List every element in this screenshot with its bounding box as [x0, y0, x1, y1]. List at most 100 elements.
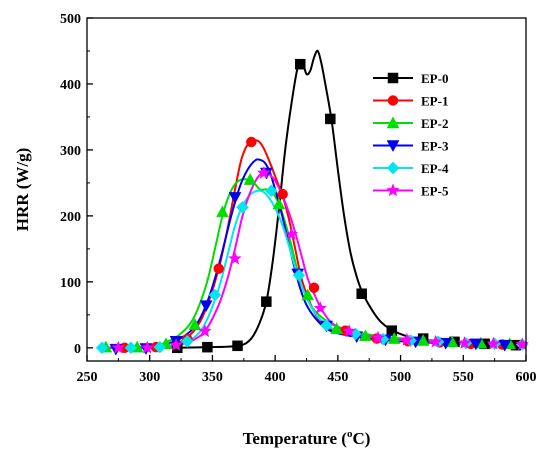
data-point: [301, 288, 315, 301]
x-tick-label: 500: [390, 370, 411, 385]
data-point: [208, 288, 222, 302]
data-point: [202, 341, 213, 353]
legend-item-ep-3: EP-3: [373, 139, 449, 154]
legend-item-ep-5: EP-5: [373, 183, 449, 199]
x-tick-label: 550: [453, 370, 474, 385]
x-axis-title: Temperature (oC): [243, 428, 371, 448]
data-point: [188, 318, 202, 330]
x-axis: 250 300 350 400 450 500 550 600: [77, 355, 537, 385]
legend-item-ep-1: EP-1: [373, 94, 448, 109]
legend-item-ep-0: EP-0: [373, 71, 448, 86]
data-point: [246, 136, 257, 148]
data-point: [284, 227, 299, 241]
data-point: [111, 340, 126, 354]
y-axis: 0 100 200 300 400 500: [60, 12, 93, 357]
data-point: [213, 263, 224, 274]
series-line-ep-2: [102, 178, 523, 349]
x-axis-title-text: Temperature (: [243, 429, 348, 448]
data-point: [261, 296, 272, 307]
series-markers-ep-5: [111, 165, 530, 354]
legend: EP-0 EP-1 EP-2 EP-3 EP-4 EP-5: [373, 71, 449, 199]
legend-label: EP-1: [421, 94, 448, 109]
plot-frame: [86, 17, 527, 362]
series-line-ep-0: [102, 49, 523, 349]
data-point: [153, 340, 167, 354]
data-point: [198, 324, 212, 338]
legend-item-ep-4: EP-4: [373, 161, 449, 176]
data-point: [257, 165, 271, 179]
data-point: [325, 113, 336, 125]
x-tick-label: 400: [265, 370, 286, 385]
x-tick-label: 600: [516, 370, 537, 385]
series-markers-ep-2: [99, 173, 517, 353]
data-point: [428, 334, 443, 348]
legend-item-ep-2: EP-2: [373, 116, 448, 131]
series-markers-ep-1: [119, 136, 508, 354]
y-tick-label: 500: [60, 12, 81, 27]
data-point: [359, 329, 372, 342]
data-point: [308, 282, 320, 294]
legend-label: EP-2: [421, 116, 448, 131]
y-tick-label: 300: [60, 144, 81, 159]
series-markers-ep-4: [95, 184, 529, 355]
data-point: [232, 340, 243, 352]
y-axis-title: HRR (W/g): [13, 148, 32, 232]
data-point: [243, 173, 257, 185]
data-point: [216, 205, 229, 218]
data-point: [272, 197, 286, 210]
legend-label: EP-4: [421, 161, 449, 176]
legend-label: EP-5: [421, 184, 449, 199]
y-tick-label: 400: [60, 78, 81, 93]
data-point: [236, 200, 249, 214]
x-tick-label: 300: [139, 370, 160, 385]
legend-marker: [386, 183, 400, 197]
data-point: [313, 301, 328, 315]
data-point: [320, 319, 333, 332]
data-point: [95, 341, 109, 355]
series-line-ep-3: [102, 158, 523, 349]
data-point: [515, 337, 530, 351]
data-point: [294, 58, 306, 70]
series-line-ep-4: [102, 189, 523, 350]
series-markers: [95, 58, 530, 356]
data-point: [400, 332, 414, 346]
data-point: [387, 332, 401, 344]
data-point: [140, 340, 155, 354]
data-point: [228, 251, 242, 265]
data-point: [457, 336, 472, 350]
x-tick-label: 350: [202, 370, 223, 385]
data-point: [180, 334, 194, 348]
data-point: [356, 288, 367, 299]
data-point: [386, 325, 398, 336]
legend-marker: [386, 140, 400, 153]
series-lines: [102, 49, 523, 350]
x-tick-label: 450: [327, 370, 348, 385]
data-point: [277, 188, 288, 200]
legend-marker: [387, 72, 399, 84]
data-point: [498, 339, 512, 352]
data-point: [228, 192, 242, 204]
y-tick-label: 200: [60, 210, 81, 225]
y-tick-label: 100: [60, 276, 81, 291]
data-point: [124, 341, 138, 355]
data-point: [265, 184, 278, 198]
data-point: [330, 322, 344, 334]
data-point: [371, 330, 385, 344]
y-tick-label: 0: [74, 342, 81, 357]
x-tick-label: 250: [77, 370, 98, 385]
series-line-ep-5: [102, 171, 523, 349]
x-axis-title-unit: C): [352, 429, 370, 448]
data-point: [169, 337, 183, 351]
data-point: [292, 268, 306, 282]
x-axis-title-degree: o: [347, 428, 353, 440]
legend-label: EP-3: [421, 139, 449, 154]
data-point: [486, 336, 501, 350]
legend-label: EP-0: [421, 71, 448, 86]
data-point: [469, 338, 483, 351]
data-point: [199, 300, 213, 313]
legend-marker: [387, 95, 399, 106]
legend-marker: [386, 161, 400, 175]
legend-marker: [386, 116, 400, 129]
